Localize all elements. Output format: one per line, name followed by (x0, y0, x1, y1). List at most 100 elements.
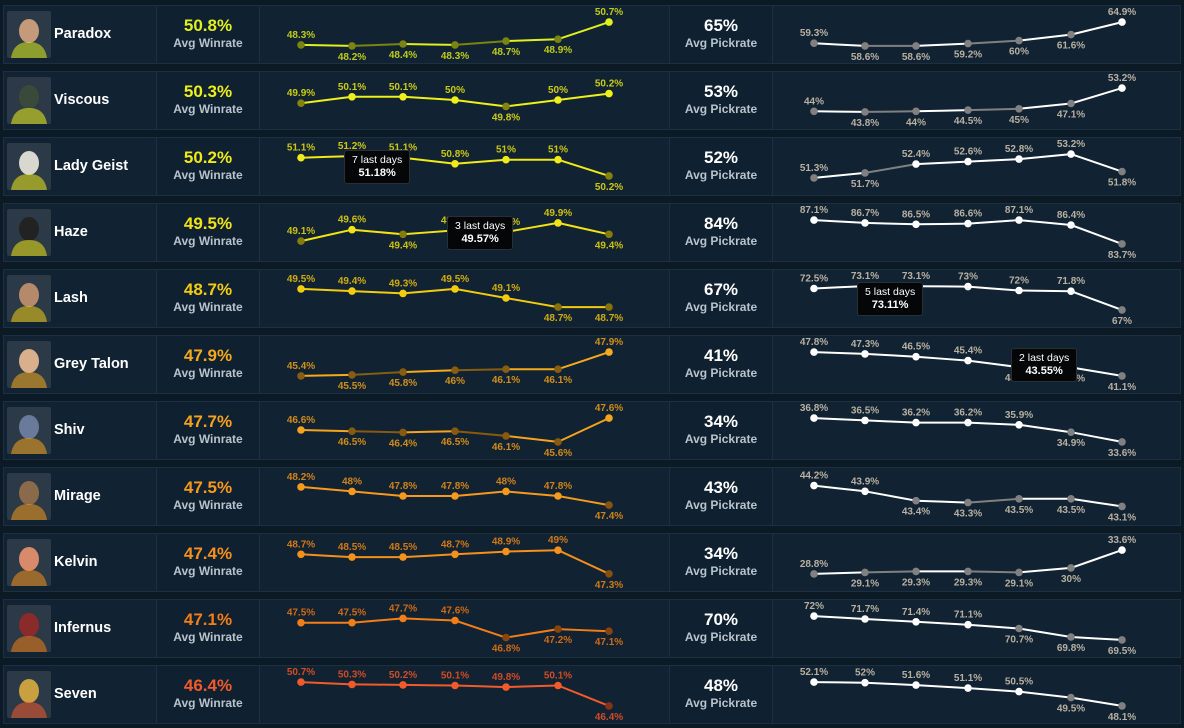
winrate-point[interactable] (451, 366, 459, 374)
pickrate-point[interactable] (810, 678, 818, 686)
winrate-point[interactable] (451, 551, 459, 559)
winrate-point[interactable] (554, 35, 562, 43)
winrate-point[interactable] (502, 37, 510, 45)
pickrate-point[interactable] (912, 42, 920, 50)
pickrate-point[interactable] (912, 681, 920, 689)
pickrate-point[interactable] (964, 419, 972, 427)
infernus-portrait[interactable] (7, 605, 51, 652)
pickrate-point[interactable] (1067, 287, 1075, 295)
winrate-point[interactable] (297, 619, 305, 627)
pickrate-point[interactable] (964, 568, 972, 576)
pickrate-point[interactable] (810, 612, 818, 620)
pickrate-point[interactable] (1118, 636, 1126, 644)
pickrate-point[interactable] (1015, 495, 1023, 503)
winrate-point[interactable] (348, 681, 356, 689)
pickrate-point[interactable] (1118, 168, 1126, 176)
winrate-point[interactable] (605, 90, 613, 98)
winrate-point[interactable] (502, 634, 510, 642)
winrate-point[interactable] (399, 231, 407, 239)
pickrate-point[interactable] (1067, 150, 1075, 158)
winrate-point[interactable] (297, 99, 305, 107)
winrate-point[interactable] (605, 570, 613, 578)
pickrate-point[interactable] (861, 219, 869, 227)
winrate-point[interactable] (451, 285, 459, 293)
winrate-point[interactable] (297, 154, 305, 162)
winrate-point[interactable] (451, 427, 459, 435)
winrate-point[interactable] (605, 414, 613, 422)
winrate-point[interactable] (554, 365, 562, 373)
winrate-point[interactable] (451, 41, 459, 49)
pickrate-point[interactable] (810, 216, 818, 224)
winrate-point[interactable] (451, 617, 459, 625)
winrate-point[interactable] (297, 237, 305, 245)
winrate-point[interactable] (605, 18, 613, 26)
winrate-point[interactable] (399, 615, 407, 623)
hero-name[interactable]: Kelvin (54, 534, 98, 591)
pickrate-point[interactable] (964, 40, 972, 48)
pickrate-point[interactable] (1118, 503, 1126, 511)
winrate-point[interactable] (554, 438, 562, 446)
pickrate-point[interactable] (912, 353, 920, 361)
pickrate-point[interactable] (810, 482, 818, 490)
pickrate-point[interactable] (912, 618, 920, 626)
pickrate-point[interactable] (861, 42, 869, 50)
hero-name[interactable]: Seven (54, 666, 97, 723)
pickrate-point[interactable] (1015, 105, 1023, 113)
pickrate-point[interactable] (964, 621, 972, 629)
pickrate-point[interactable] (1067, 221, 1075, 229)
winrate-point[interactable] (399, 553, 407, 561)
winrate-point[interactable] (605, 348, 613, 356)
winrate-point[interactable] (297, 426, 305, 434)
pickrate-point[interactable] (861, 488, 869, 496)
pickrate-point[interactable] (1067, 495, 1075, 503)
winrate-point[interactable] (297, 483, 305, 491)
pickrate-point[interactable] (912, 419, 920, 427)
pickrate-point[interactable] (1067, 694, 1075, 702)
winrate-point[interactable] (297, 678, 305, 686)
pickrate-point[interactable] (810, 570, 818, 578)
winrate-point[interactable] (502, 683, 510, 691)
pickrate-point[interactable] (1067, 100, 1075, 108)
hero-name[interactable]: Mirage (54, 468, 101, 525)
winrate-point[interactable] (554, 492, 562, 500)
grey-talon-portrait[interactable] (7, 341, 51, 388)
winrate-point[interactable] (348, 287, 356, 295)
paradox-portrait[interactable] (7, 11, 51, 58)
hero-name[interactable]: Lady Geist (54, 138, 128, 195)
winrate-point[interactable] (399, 429, 407, 437)
pickrate-point[interactable] (1067, 564, 1075, 572)
winrate-point[interactable] (399, 368, 407, 376)
pickrate-point[interactable] (964, 283, 972, 291)
winrate-point[interactable] (554, 625, 562, 633)
pickrate-point[interactable] (810, 174, 818, 182)
winrate-point[interactable] (297, 285, 305, 293)
pickrate-point[interactable] (810, 348, 818, 356)
haze-portrait[interactable] (7, 209, 51, 256)
winrate-point[interactable] (399, 492, 407, 500)
winrate-point[interactable] (451, 492, 459, 500)
pickrate-point[interactable] (912, 221, 920, 229)
hero-name[interactable]: Infernus (54, 600, 111, 657)
pickrate-point[interactable] (964, 684, 972, 692)
pickrate-point[interactable] (912, 497, 920, 505)
pickrate-point[interactable] (810, 414, 818, 422)
pickrate-point[interactable] (861, 108, 869, 116)
winrate-point[interactable] (502, 432, 510, 440)
winrate-point[interactable] (348, 371, 356, 379)
pickrate-point[interactable] (912, 108, 920, 116)
pickrate-point[interactable] (964, 499, 972, 507)
winrate-point[interactable] (554, 546, 562, 554)
winrate-point[interactable] (348, 488, 356, 496)
pickrate-point[interactable] (1118, 372, 1126, 380)
pickrate-point[interactable] (861, 615, 869, 623)
pickrate-point[interactable] (810, 39, 818, 47)
pickrate-point[interactable] (1015, 421, 1023, 429)
winrate-point[interactable] (554, 682, 562, 690)
